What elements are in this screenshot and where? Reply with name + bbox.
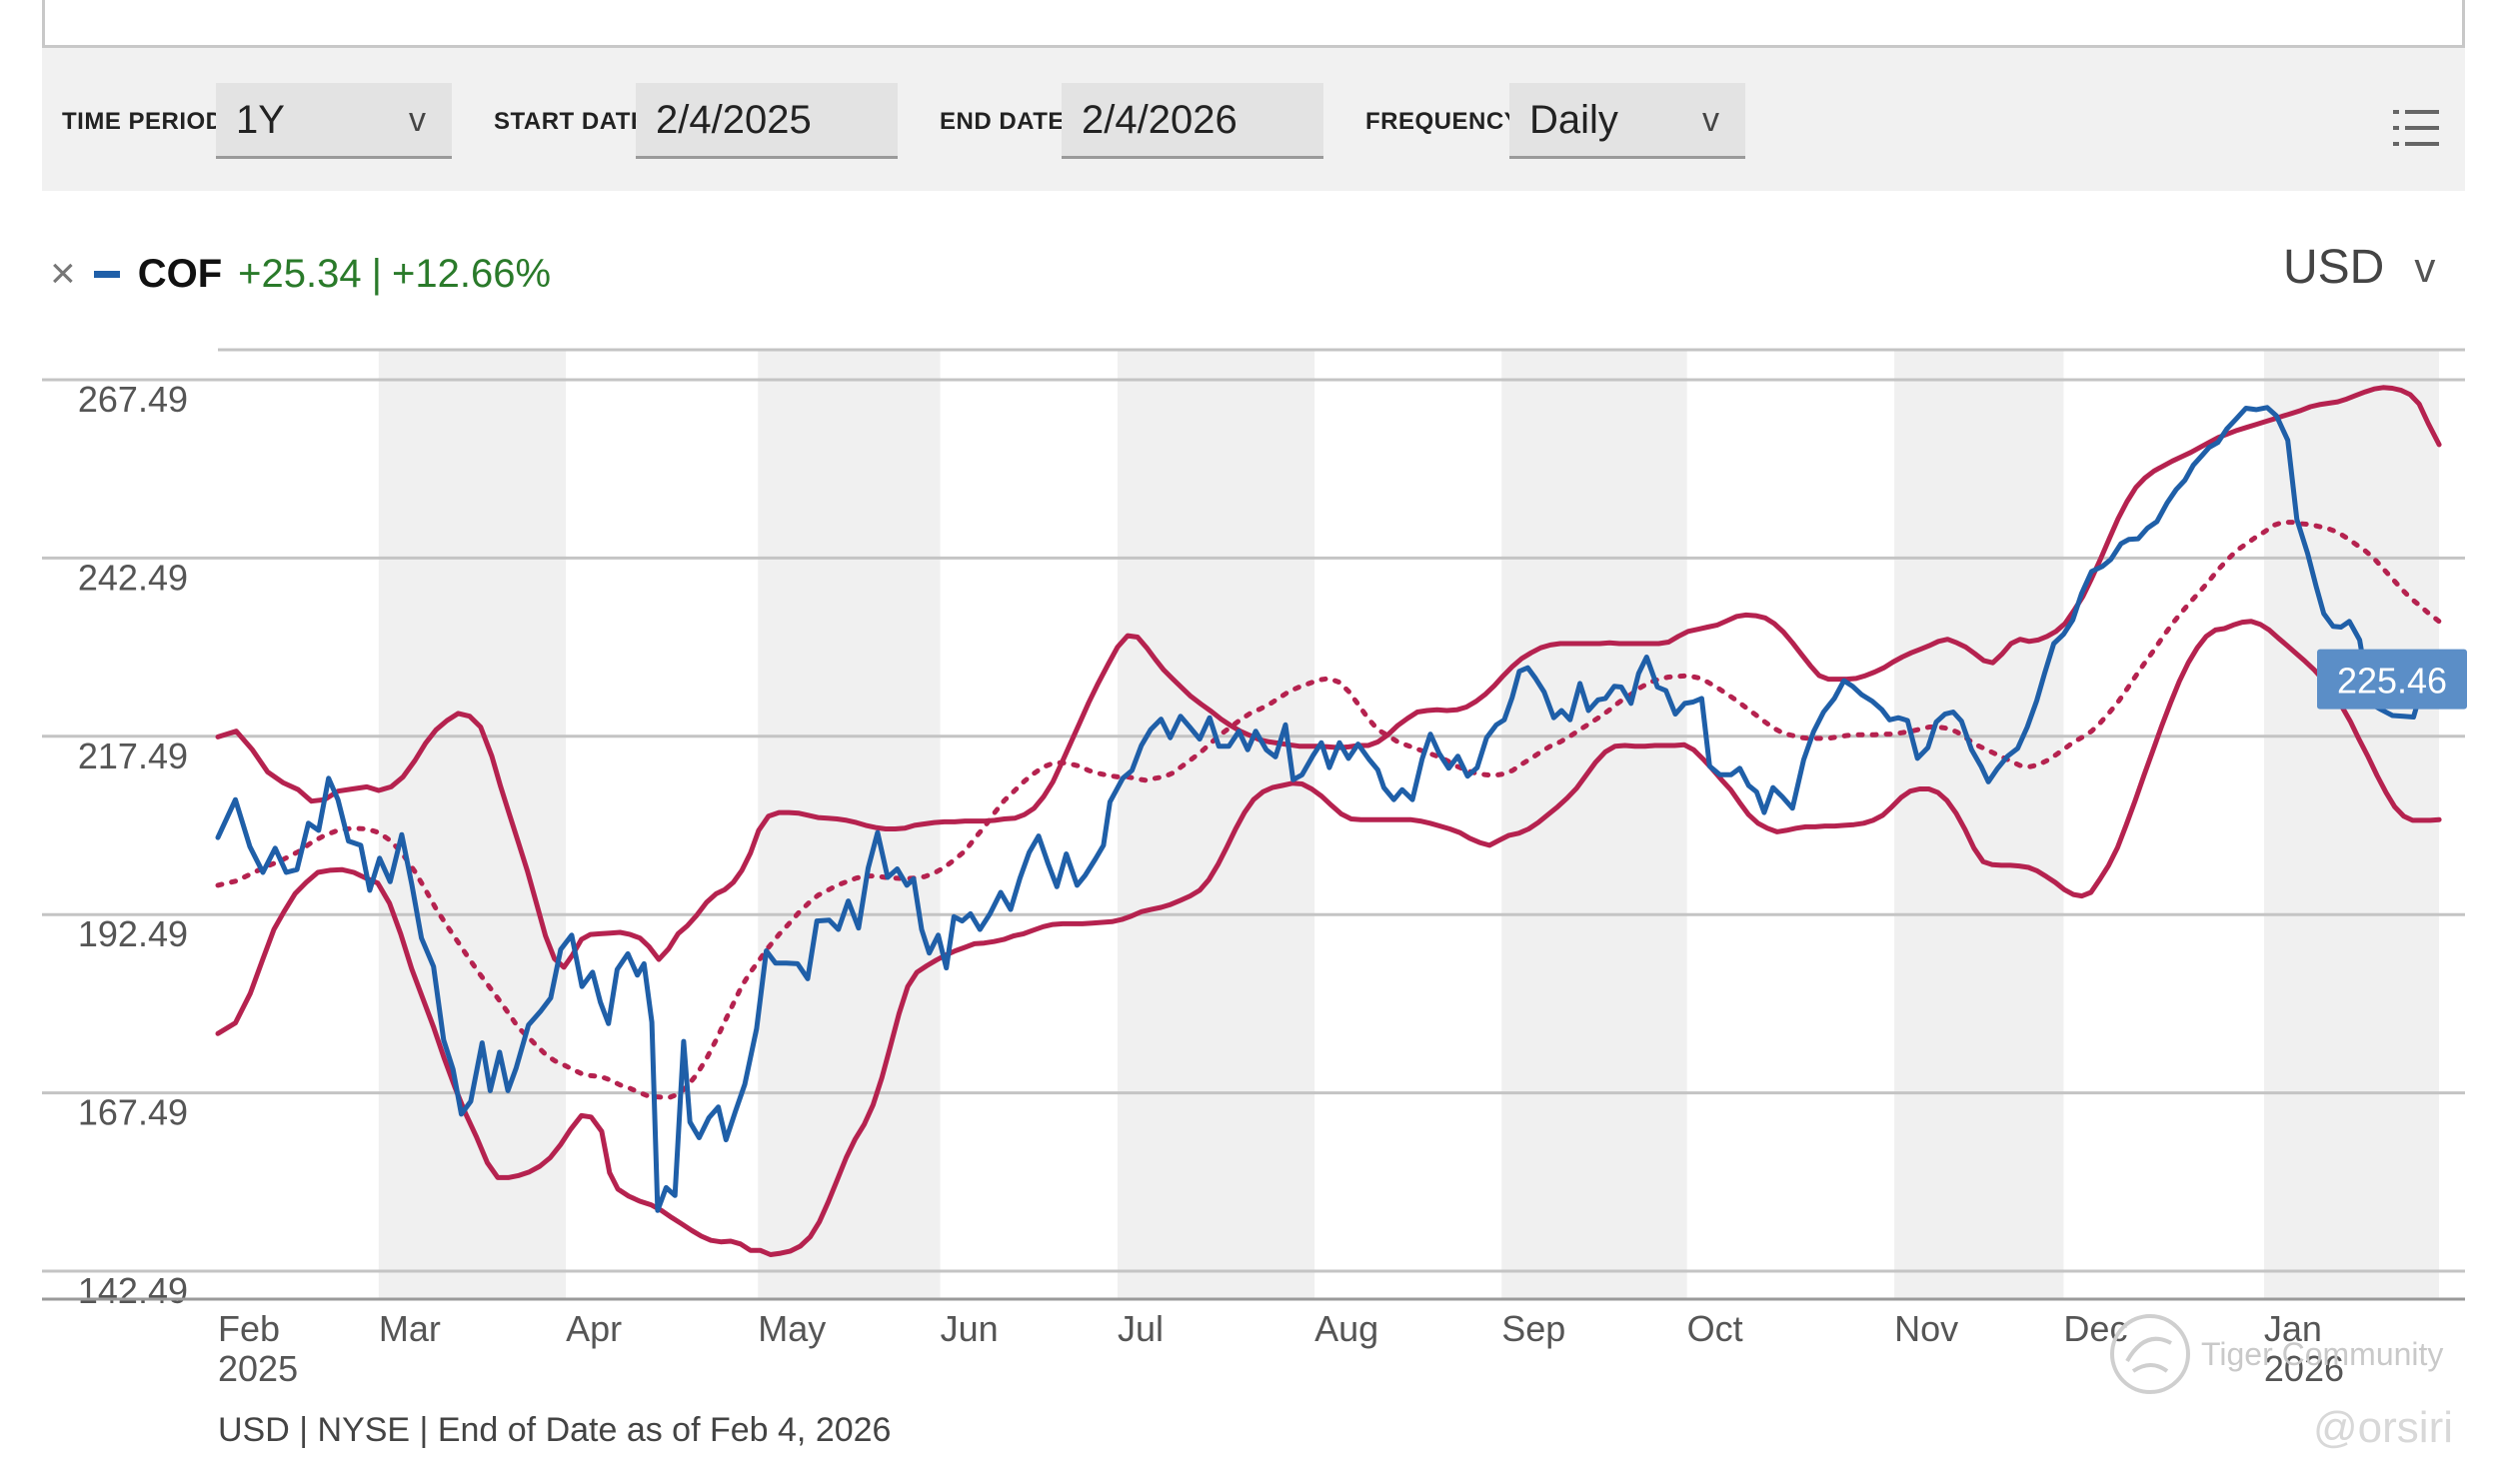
top-panel-edge — [42, 0, 2465, 48]
currency-select[interactable]: USD v — [2283, 240, 2435, 295]
y-tick-label: 167.49 — [78, 1092, 188, 1133]
x-tick-label: Sep — [1501, 1308, 1565, 1349]
price-chart: 267.49242.49217.49192.49167.49142.49Feb2… — [42, 348, 2467, 1389]
time-period-select[interactable]: 1Y v — [216, 83, 452, 159]
y-tick-label: 267.49 — [78, 379, 188, 420]
y-tick-label: 217.49 — [78, 736, 188, 776]
y-tick-label: 192.49 — [78, 913, 188, 954]
x-tick-label: Jan — [2264, 1308, 2322, 1349]
last-value-badge — [2317, 649, 2467, 710]
end-date-input[interactable]: 2/4/2026 — [1062, 83, 1323, 159]
month-shading-band — [378, 350, 567, 1299]
last-value-label: 225.46 — [2337, 661, 2447, 702]
x-tick-label: Dec — [2063, 1308, 2127, 1349]
frequency-value: Daily — [1529, 98, 1618, 142]
change-separator: | — [371, 251, 382, 296]
y-tick-label: 142.49 — [78, 1270, 188, 1311]
series-swatch — [93, 270, 120, 278]
time-period-value: 1Y — [236, 98, 285, 142]
x-tick-label: Nov — [1894, 1308, 1958, 1349]
ticker-symbol: COF — [137, 251, 223, 296]
x-tick-label: Jul — [1118, 1308, 1164, 1349]
bollinger-lower-band — [215, 619, 2442, 1257]
change-percent: +12.66% — [392, 251, 552, 296]
month-shading-band — [1501, 350, 1687, 1299]
close-icon[interactable]: × — [50, 249, 76, 298]
chevron-down-icon: v — [2414, 243, 2436, 291]
list-menu-icon[interactable] — [2391, 106, 2441, 150]
month-shading-band — [1894, 350, 2064, 1299]
tiger-logo-icon — [2110, 1314, 2190, 1394]
change-absolute: +25.34 — [238, 251, 362, 296]
start-date-label: START DATE — [494, 108, 648, 135]
price-line — [215, 405, 2442, 1213]
chart-footer-note: USD | NYSE | End of Date as of Feb 4, 20… — [218, 1411, 892, 1449]
start-date-value: 2/4/2025 — [656, 98, 812, 142]
watermark-brand: Tiger Community — [2105, 1309, 2443, 1399]
watermark-brand-text: Tiger Community — [2201, 1335, 2444, 1372]
month-shading-band — [1118, 350, 1315, 1299]
x-tick-label: Mar — [379, 1308, 441, 1349]
frequency-label: FREQUENCY — [1365, 108, 1521, 135]
bollinger-middle-band — [215, 520, 2442, 1100]
x-tick-label: Apr — [566, 1308, 622, 1349]
chevron-down-icon: v — [409, 101, 426, 139]
month-shading-band — [2263, 350, 2440, 1299]
bollinger-upper-band — [215, 385, 2442, 970]
x-tick-label: Oct — [1687, 1308, 1743, 1349]
x-tick-label: May — [758, 1308, 826, 1349]
start-date-input[interactable]: 2/4/2025 — [636, 83, 898, 159]
x-tick-year-label: 2025 — [218, 1348, 298, 1389]
end-date-value: 2/4/2026 — [1082, 98, 1238, 142]
time-period-label: TIME PERIOD — [62, 108, 224, 135]
x-tick-year-label: 2026 — [2264, 1348, 2344, 1389]
chart-legend: × COF +25.34 | +12.66% — [50, 244, 551, 304]
x-tick-label: Feb — [218, 1308, 280, 1349]
watermark-handle: @orsiri — [2313, 1403, 2453, 1452]
end-date-label: END DATE — [940, 108, 1065, 135]
y-tick-label: 242.49 — [78, 557, 188, 598]
x-tick-label: Jun — [941, 1308, 999, 1349]
frequency-select[interactable]: Daily v — [1509, 83, 1745, 159]
x-tick-label: Aug — [1314, 1308, 1378, 1349]
chevron-down-icon: v — [1702, 101, 1719, 139]
currency-value: USD — [2283, 241, 2385, 294]
